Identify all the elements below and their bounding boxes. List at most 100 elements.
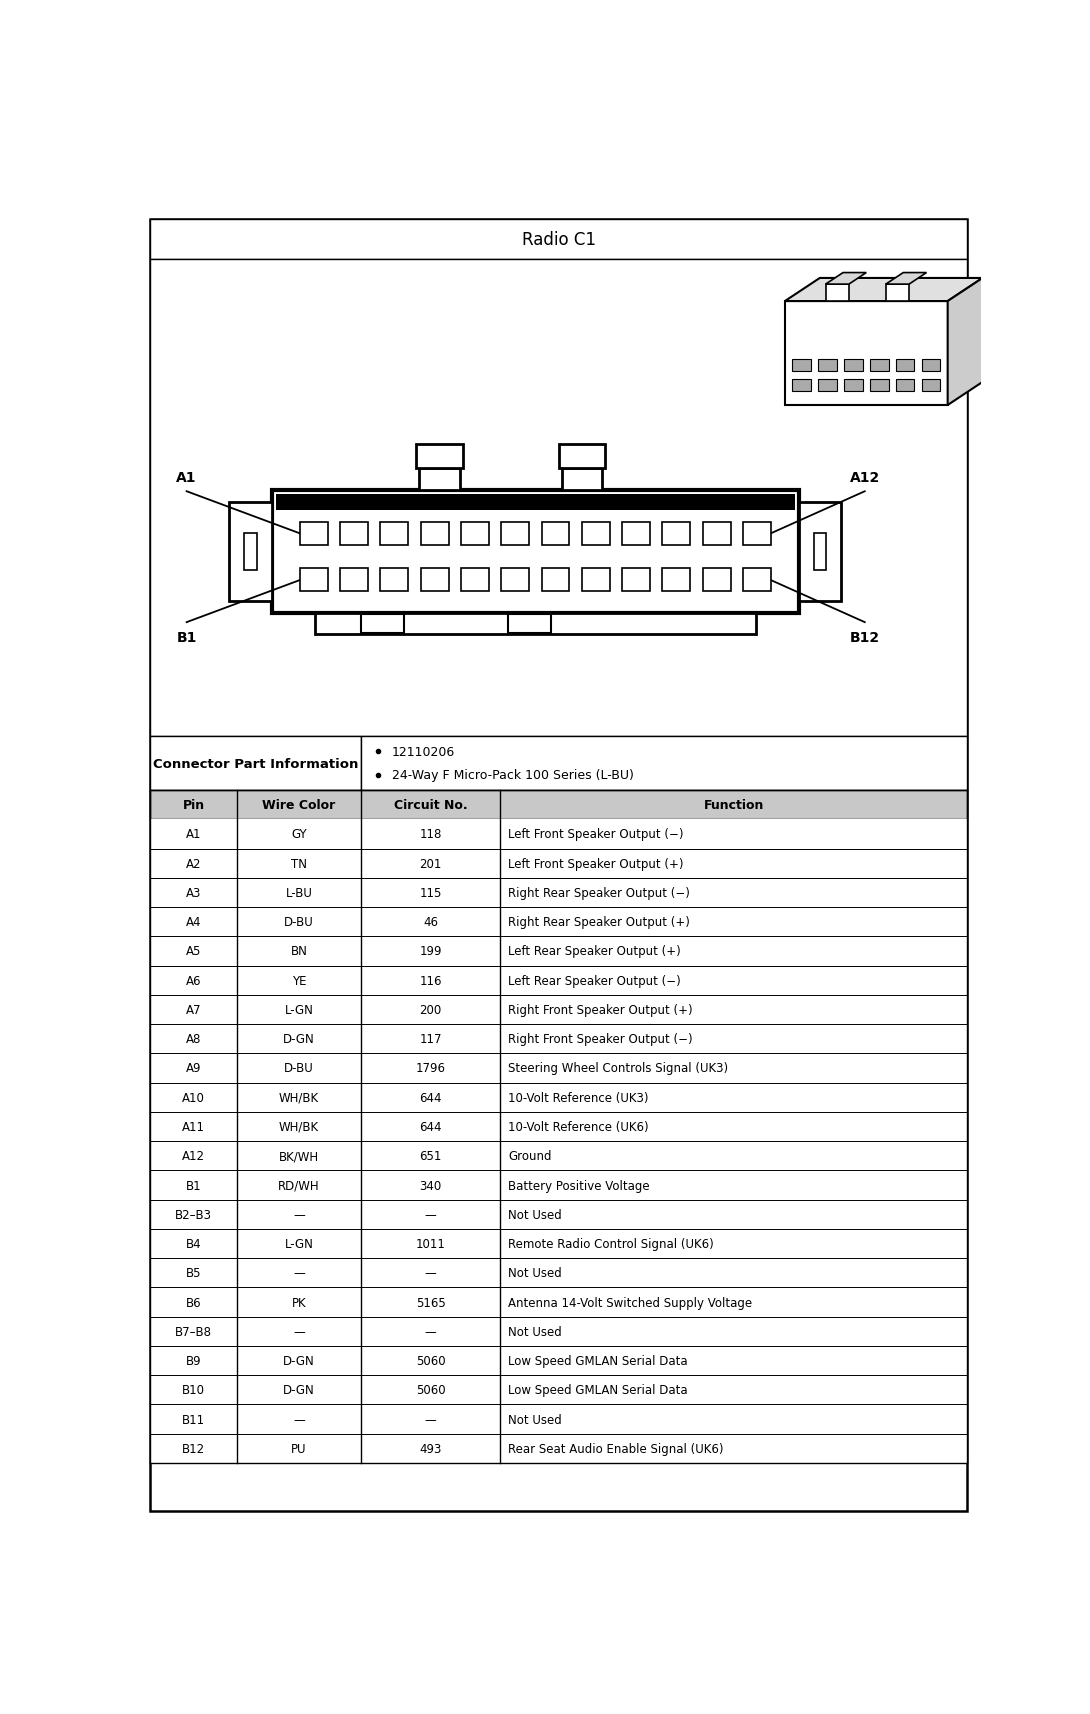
Bar	[703, 569, 730, 591]
Polygon shape	[825, 274, 867, 285]
Polygon shape	[947, 279, 982, 406]
Text: B2–B3: B2–B3	[175, 1208, 213, 1220]
Bar	[150, 1229, 967, 1258]
Text: Left Front Speaker Output (−): Left Front Speaker Output (−)	[508, 828, 683, 842]
Text: Pin: Pin	[182, 799, 205, 812]
Bar	[244, 533, 257, 571]
Text: B9: B9	[185, 1354, 202, 1368]
Text: A8: A8	[186, 1032, 202, 1046]
Bar	[150, 790, 967, 819]
Text: Right Rear Speaker Output (−): Right Rear Speaker Output (−)	[508, 886, 690, 900]
Bar	[340, 523, 368, 545]
Bar	[844, 379, 862, 393]
Bar	[982, 336, 1004, 375]
Text: A2: A2	[186, 857, 202, 871]
Text: D-GN: D-GN	[283, 1032, 315, 1046]
Bar	[703, 523, 730, 545]
Text: 340: 340	[420, 1179, 441, 1191]
Text: A1: A1	[177, 470, 197, 485]
Text: —: —	[293, 1267, 305, 1280]
Text: YE: YE	[292, 974, 306, 987]
Bar	[542, 569, 569, 591]
Text: 115: 115	[420, 886, 441, 900]
Text: 5165: 5165	[416, 1296, 446, 1309]
Bar	[582, 569, 609, 591]
Bar	[421, 523, 449, 545]
Bar	[150, 967, 967, 996]
Text: Not Used: Not Used	[508, 1267, 562, 1280]
Bar	[416, 444, 463, 470]
Text: Low Speed GMLAN Serial Data: Low Speed GMLAN Serial Data	[508, 1383, 688, 1397]
Polygon shape	[785, 279, 982, 302]
Text: A10: A10	[182, 1092, 205, 1104]
Text: Steering Wheel Controls Signal (UK3): Steering Wheel Controls Signal (UK3)	[508, 1063, 728, 1075]
Text: 644: 644	[420, 1121, 443, 1133]
Bar	[814, 533, 826, 571]
Text: A5: A5	[186, 944, 202, 958]
Bar	[340, 569, 368, 591]
Bar	[150, 878, 967, 907]
Bar	[150, 1200, 967, 1229]
Text: L-BU: L-BU	[286, 886, 313, 900]
Text: A3: A3	[186, 886, 202, 900]
Text: Antenna 14-Volt Switched Supply Voltage: Antenna 14-Volt Switched Supply Voltage	[508, 1296, 752, 1309]
Bar	[922, 379, 941, 393]
Bar	[421, 569, 449, 591]
Bar	[792, 360, 811, 372]
Text: 24-Way F Micro-Pack 100 Series (L-BU): 24-Way F Micro-Pack 100 Series (L-BU)	[392, 770, 634, 782]
Bar	[150, 219, 967, 259]
Text: PK: PK	[292, 1296, 306, 1309]
Text: Circuit No.: Circuit No.	[393, 799, 468, 812]
Text: 199: 199	[420, 944, 443, 958]
Bar	[271, 490, 799, 614]
Bar	[508, 615, 550, 634]
Bar	[886, 285, 909, 302]
Text: Right Front Speaker Output (+): Right Front Speaker Output (+)	[508, 1003, 693, 1016]
Text: 46: 46	[423, 915, 438, 929]
Text: D-GN: D-GN	[283, 1383, 315, 1397]
Bar	[501, 569, 529, 591]
Bar	[380, 523, 409, 545]
Bar	[622, 523, 650, 545]
Bar	[582, 523, 609, 545]
Text: —: —	[293, 1325, 305, 1339]
Text: Not Used: Not Used	[508, 1208, 562, 1220]
Text: L-GN: L-GN	[284, 1238, 314, 1250]
Text: Wire Color: Wire Color	[263, 799, 336, 812]
Text: D-BU: D-BU	[284, 1063, 314, 1075]
Bar	[150, 1287, 967, 1316]
Bar	[501, 523, 529, 545]
Text: Battery Positive Voltage: Battery Positive Voltage	[508, 1179, 650, 1191]
Bar	[315, 614, 756, 636]
Bar	[785, 302, 947, 406]
Text: 5060: 5060	[416, 1383, 446, 1397]
Text: B6: B6	[185, 1296, 202, 1309]
Text: B4: B4	[185, 1238, 202, 1250]
Text: 10-Volt Reference (UK6): 10-Volt Reference (UK6)	[508, 1121, 649, 1133]
Text: A9: A9	[186, 1063, 202, 1075]
Text: B7–B8: B7–B8	[175, 1325, 213, 1339]
Text: 118: 118	[420, 828, 441, 842]
Bar	[361, 615, 403, 634]
Text: B12: B12	[182, 1441, 205, 1455]
Text: —: —	[293, 1208, 305, 1220]
Text: D-GN: D-GN	[283, 1354, 315, 1368]
Text: A12: A12	[182, 1150, 205, 1162]
Polygon shape	[886, 274, 926, 285]
Bar	[663, 523, 690, 545]
Bar	[150, 1258, 967, 1287]
Bar	[150, 1345, 967, 1375]
Text: Connector Part Information: Connector Part Information	[153, 758, 359, 770]
Text: L-GN: L-GN	[284, 1003, 314, 1016]
Bar	[150, 737, 361, 790]
Bar	[542, 523, 569, 545]
Text: WH/BK: WH/BK	[279, 1121, 319, 1133]
Bar	[150, 1316, 967, 1345]
Bar	[896, 360, 915, 372]
Bar	[844, 360, 862, 372]
Bar	[799, 502, 841, 602]
Bar	[819, 379, 837, 393]
Text: 12110206: 12110206	[392, 746, 456, 758]
Text: 1796: 1796	[415, 1063, 446, 1075]
Text: A11: A11	[182, 1121, 205, 1133]
